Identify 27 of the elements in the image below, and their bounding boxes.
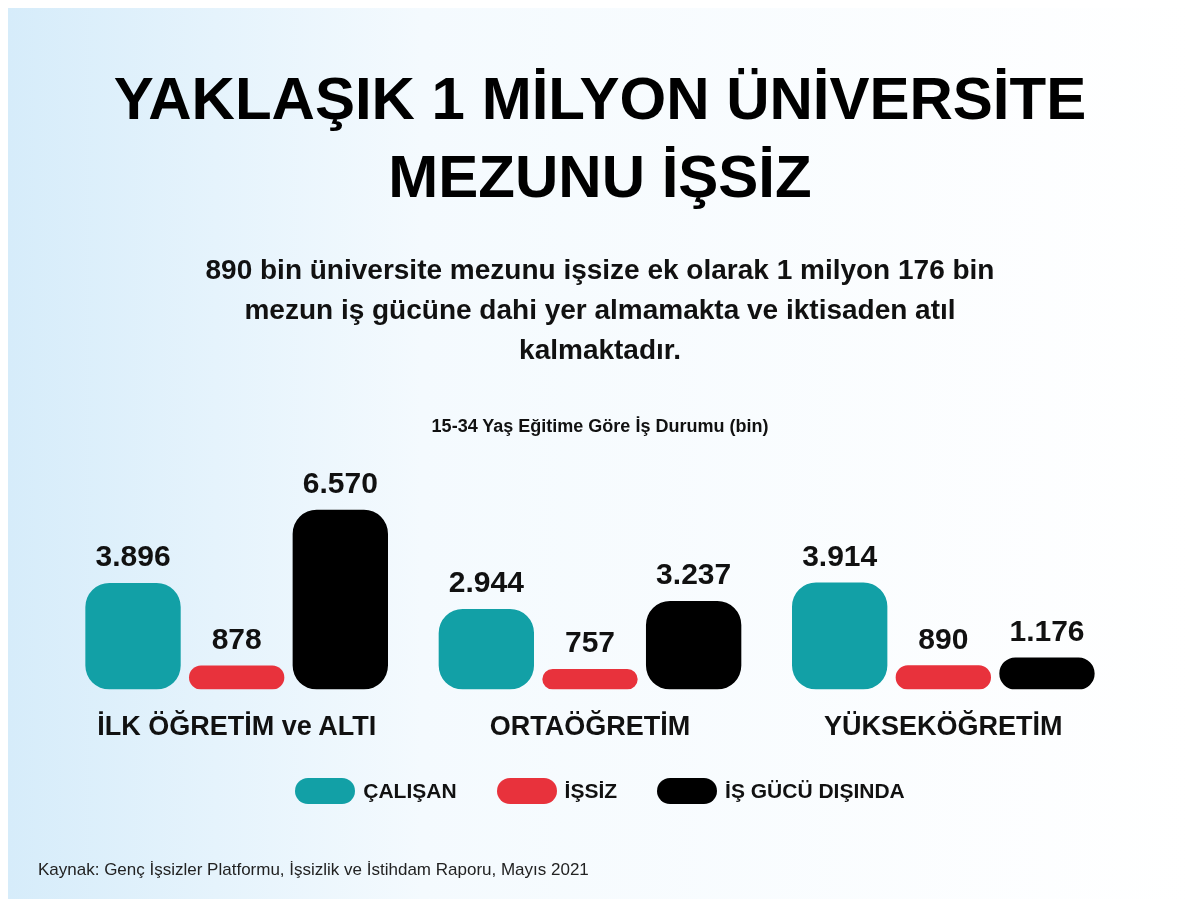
x-tick-label: ORTAÖĞRETİM	[489, 710, 691, 742]
x-tick-label: YÜKSEKÖĞRETİM	[824, 710, 1063, 742]
x-tick-label: İLK ÖĞRETİM ve ALTI	[97, 710, 377, 742]
bar	[895, 665, 992, 690]
text: 15-34 Yaş Eğitime Göre İş Durumu (bin)	[430, 416, 770, 437]
bar	[292, 509, 388, 690]
bar	[438, 609, 535, 690]
legend-label: İŞ GÜCÜ DIŞINDA	[725, 779, 905, 803]
chart-subtitle: 890 bin üniversite mezunu işsize ek olarak 1 milyon 176 bin mezun iş gücüne dahi yer almamakta ve iktisaden atıl kalmaktadır.	[204, 253, 996, 367]
bar	[85, 582, 181, 690]
data-label: 2.944	[448, 565, 525, 599]
bar	[188, 665, 285, 690]
data-label: 890	[918, 621, 969, 655]
bar	[645, 601, 742, 690]
data-label: 878	[211, 621, 262, 655]
data-label: 757	[564, 625, 616, 659]
bar	[542, 668, 638, 690]
data-label: 6.570	[302, 466, 378, 500]
data-label: 3.237	[656, 557, 732, 591]
legend-label: ÇALIŞAN	[363, 779, 457, 803]
data-label: 1.176	[1009, 613, 1085, 647]
data-label: 3.914	[802, 538, 878, 572]
data-label: 3.896	[95, 539, 171, 573]
legend-label: İŞSİZ	[564, 779, 618, 803]
bar	[792, 582, 888, 690]
text: Kaynak: Genç İşsizler Platformu, İşsizlik ve İstihdam Raporu, Mayıs 2021	[38, 860, 589, 880]
chart-title: YAKLAŞIK 1 MİLYON ÜNİVERSİTE MEZUNU İŞSİZ	[112, 64, 1088, 212]
